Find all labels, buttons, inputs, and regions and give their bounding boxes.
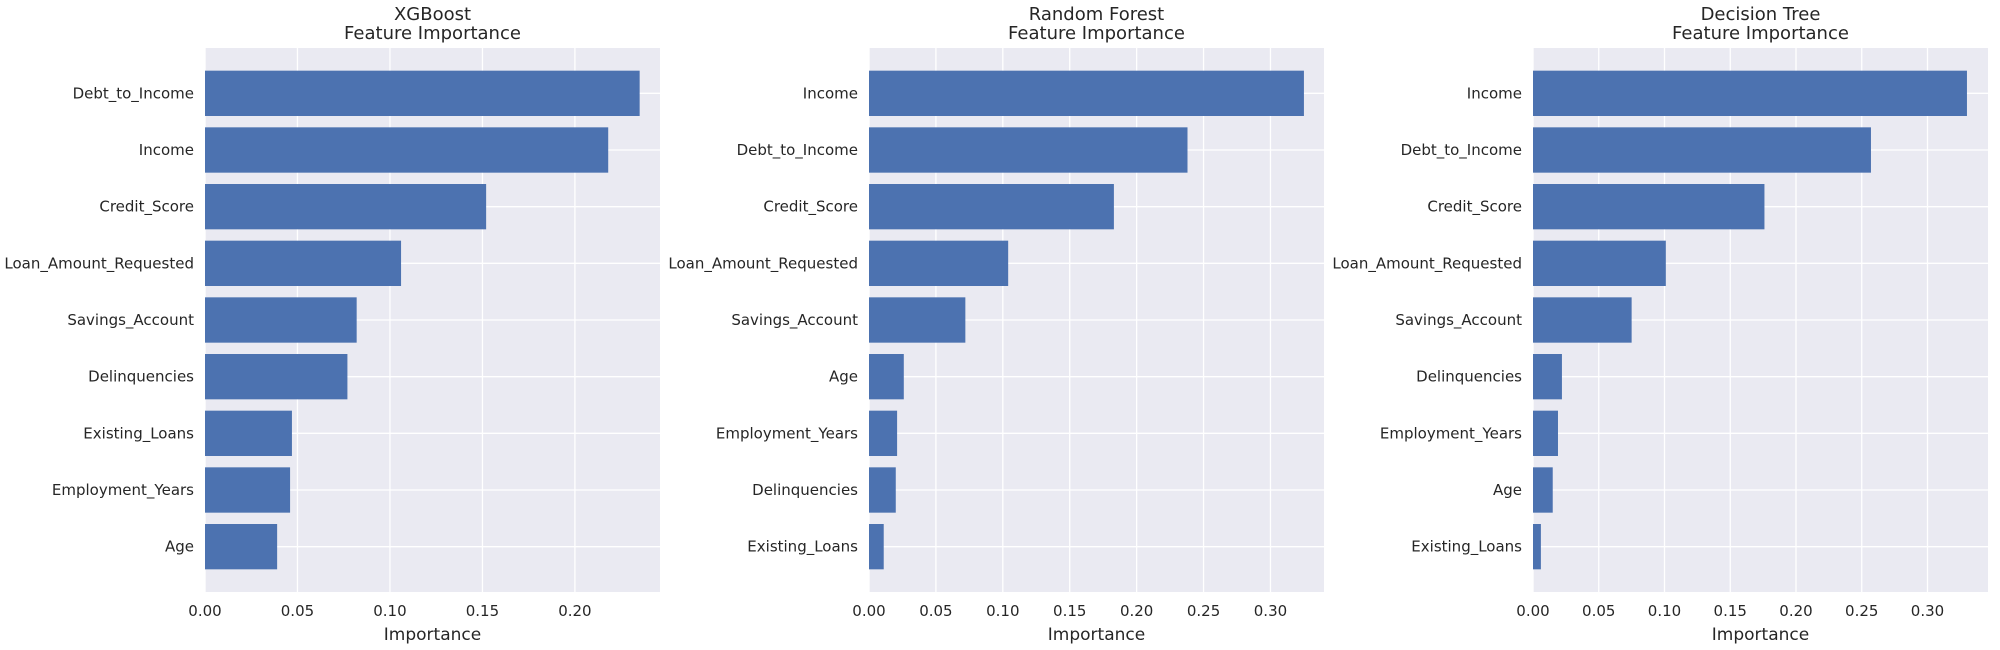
y-tick-label: Employment_Years — [52, 481, 194, 500]
chart-title: Decision Tree — [1701, 4, 1821, 25]
y-tick-label: Age — [829, 368, 858, 386]
chart-panel-2: Income Debt_to_Income Credit_Score Loan_Amo… — [668, 4, 1324, 645]
x-tick-label: 0.10 — [1648, 602, 1681, 620]
bar-employment-years — [869, 410, 898, 456]
x-tick-label: 0.05 — [281, 602, 314, 620]
x-tick-label: 0.30 — [1911, 602, 1944, 620]
bar-age — [205, 524, 278, 570]
bar-savings-account — [205, 297, 357, 343]
bar-income — [1533, 70, 1967, 116]
y-tick-label: Delinquencies — [752, 481, 858, 499]
y-tick-label: Savings_Account — [1395, 311, 1522, 330]
y-tick-label: Employment_Years — [716, 424, 858, 443]
chart-panel-3: Income Debt_to_Income Credit_Score Loan_Amo… — [1332, 4, 1988, 645]
bar-savings-account — [869, 297, 966, 343]
bar-employment-years — [1533, 410, 1558, 456]
bar-delinquencies — [1533, 354, 1562, 400]
x-tick-label: 0.20 — [558, 602, 591, 620]
x-tick-label: 0.05 — [1582, 602, 1615, 620]
y-tick-label: Existing_Loans — [1411, 538, 1522, 557]
x-tick-label: 0.10 — [373, 602, 406, 620]
x-tick-label: 0.30 — [1254, 602, 1287, 620]
y-tick-label: Debt_to_Income — [73, 84, 194, 103]
y-tick-label: Delinquencies — [88, 368, 194, 386]
bar-credit-score — [869, 184, 1114, 230]
y-tick-label: Savings_Account — [67, 311, 194, 330]
y-tick-label: Employment_Years — [1380, 424, 1522, 443]
bar-loan-amount-requested — [869, 240, 1009, 286]
x-tick-label: 0.20 — [1779, 602, 1812, 620]
bar-savings-account — [1533, 297, 1632, 343]
x-tick-label: 0.15 — [1714, 602, 1747, 620]
chart-title: Feature Importance — [344, 23, 521, 44]
bar-income — [205, 127, 609, 173]
x-tick-label: 0.10 — [986, 602, 1019, 620]
bar-debt-to-income — [205, 70, 640, 116]
bar-debt-to-income — [869, 127, 1188, 173]
y-tick-label: Income — [139, 141, 194, 159]
y-tick-label: Existing_Loans — [83, 424, 194, 443]
x-axis-label: Importance — [1048, 625, 1145, 645]
bar-age — [1533, 467, 1553, 513]
bar-employment-years — [205, 467, 291, 513]
bar-income — [869, 70, 1304, 116]
y-tick-label: Savings_Account — [731, 311, 858, 330]
bar-credit-score — [205, 184, 487, 230]
y-tick-label: Income — [803, 84, 858, 102]
x-tick-label: 0.15 — [466, 602, 499, 620]
bar-age — [869, 354, 904, 400]
bar-existing-loans — [205, 410, 292, 456]
y-tick-label: Age — [1493, 481, 1522, 499]
x-tick-label: 0.00 — [188, 602, 221, 620]
x-axis-label: Importance — [1712, 625, 1809, 645]
y-tick-label: Age — [165, 538, 194, 556]
x-tick-label: 0.00 — [852, 602, 885, 620]
bar-debt-to-income — [1533, 127, 1871, 173]
y-tick-label: Loan_Amount_Requested — [1332, 254, 1522, 273]
x-tick-label: 0.25 — [1187, 602, 1220, 620]
bar-credit-score — [1533, 184, 1765, 230]
x-tick-label: 0.05 — [919, 602, 952, 620]
bar-loan-amount-requested — [205, 240, 402, 286]
chart-title: Feature Importance — [1672, 23, 1849, 44]
y-tick-label: Debt_to_Income — [737, 141, 858, 160]
y-tick-label: Delinquencies — [1416, 368, 1522, 386]
y-tick-label: Loan_Amount_Requested — [668, 254, 858, 273]
bar-loan-amount-requested — [1533, 240, 1666, 286]
bar-delinquencies — [869, 467, 896, 513]
x-axis-label: Importance — [384, 625, 481, 645]
y-tick-label: Income — [1467, 84, 1522, 102]
chart-title: Feature Importance — [1008, 23, 1185, 44]
chart-title: XGBoost — [394, 4, 471, 25]
x-tick-label: 0.00 — [1516, 602, 1549, 620]
x-tick-label: 0.15 — [1053, 602, 1086, 620]
x-tick-label: 0.25 — [1845, 602, 1878, 620]
y-tick-label: Existing_Loans — [747, 538, 858, 557]
bar-existing-loans — [1533, 524, 1541, 570]
bar-delinquencies — [205, 354, 348, 400]
y-tick-label: Loan_Amount_Requested — [4, 254, 194, 273]
x-tick-label: 0.20 — [1120, 602, 1153, 620]
y-tick-label: Credit_Score — [763, 198, 858, 217]
y-tick-label: Credit_Score — [1427, 198, 1522, 217]
bar-existing-loans — [869, 524, 884, 570]
y-tick-label: Debt_to_Income — [1401, 141, 1522, 160]
chart-panel-1: Debt_to_Income Income Credit_Score Loan_Amo… — [4, 4, 660, 645]
y-tick-label: Credit_Score — [99, 198, 194, 217]
chart-title: Random Forest — [1029, 4, 1164, 25]
